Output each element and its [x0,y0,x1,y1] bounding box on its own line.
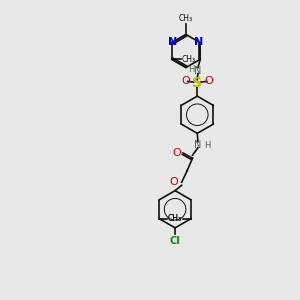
Text: N: N [194,140,202,150]
Text: CH₃: CH₃ [168,214,182,223]
Text: O: O [172,148,182,158]
Text: H: H [188,64,194,74]
Text: CH₃: CH₃ [179,14,193,23]
Text: Cl: Cl [170,236,181,246]
Text: N: N [194,38,204,47]
Text: H: H [204,141,210,150]
Text: CH₃: CH₃ [182,55,196,64]
Text: O: O [182,76,190,86]
Text: O: O [169,177,178,187]
Text: S: S [192,76,202,90]
Text: N: N [168,38,178,47]
Text: O: O [204,76,213,86]
Text: N: N [194,66,202,76]
Text: CH₃: CH₃ [168,214,182,223]
